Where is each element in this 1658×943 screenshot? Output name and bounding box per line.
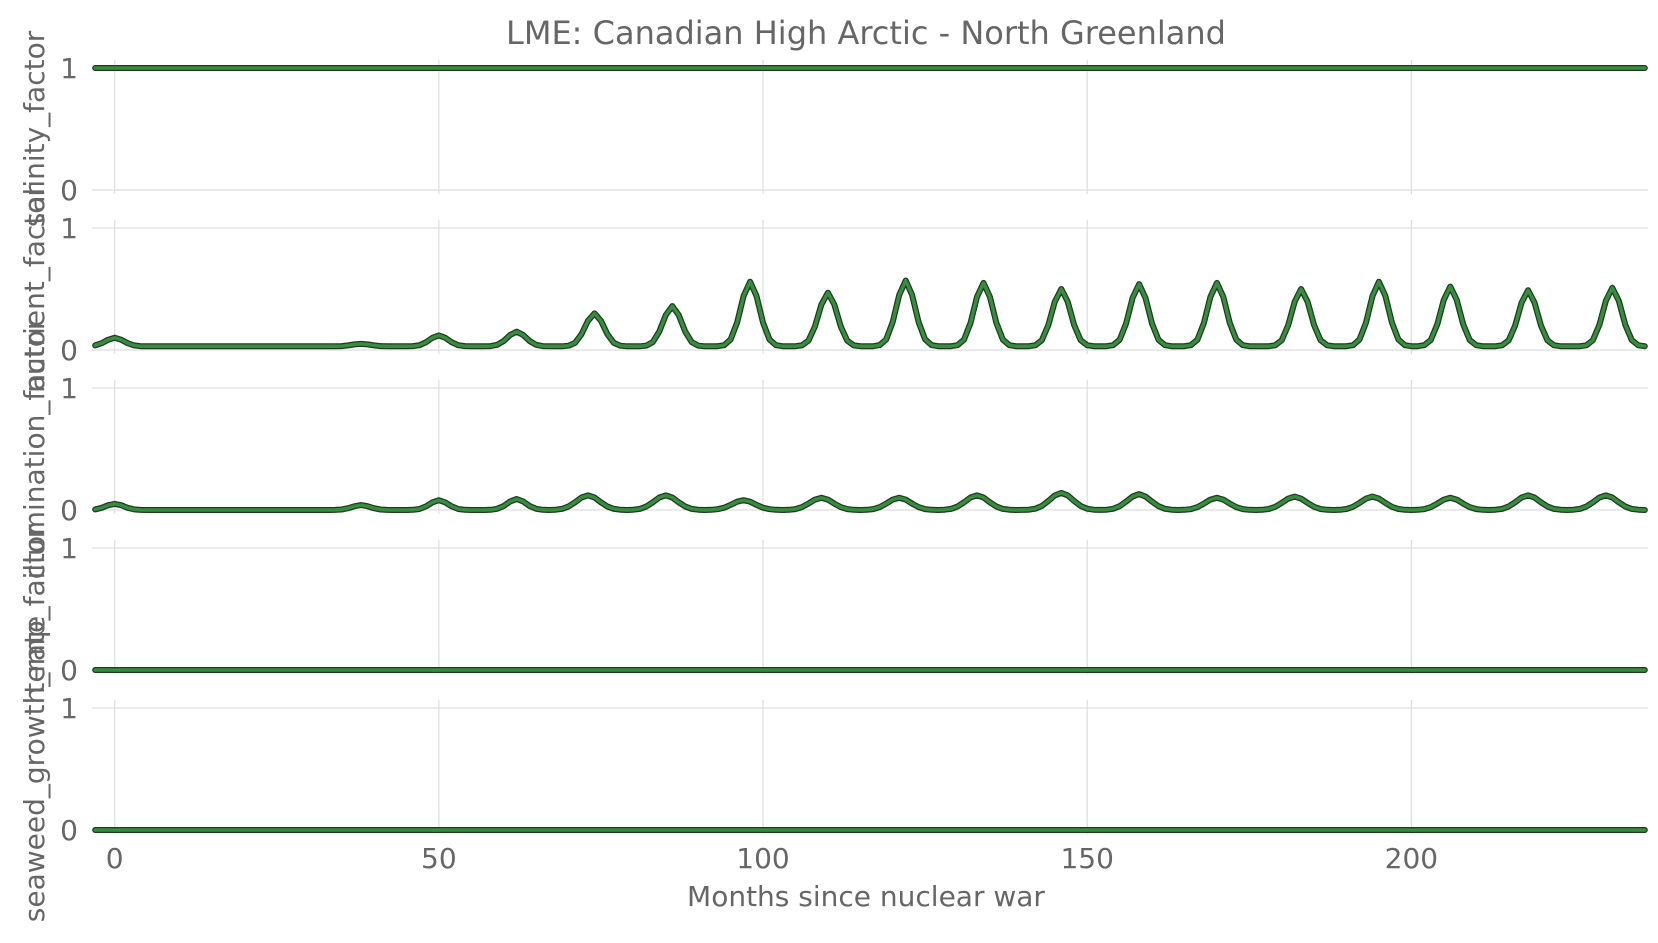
x-tick-label: 0 <box>106 842 124 875</box>
panel-nutrient_factor: 0 1 nutrient_factor <box>18 185 1648 393</box>
y-tick-label: 1 <box>60 212 78 245</box>
y-axis-label: nutrient_factor <box>18 185 51 393</box>
y-tick-label: 0 <box>60 814 78 847</box>
y-tick-label: 1 <box>60 372 78 405</box>
y-tick-label: 0 <box>60 334 78 367</box>
series-line-outline <box>92 489 1648 513</box>
y-tick-label: 0 <box>60 174 78 207</box>
y-tick-label: 1 <box>60 532 78 565</box>
y-axis-label: seaweed_growth_rate <box>18 616 51 922</box>
chart-panels: 0 50 100 150 20001salinity_factor01nutrient_… <box>18 30 1648 922</box>
series-line-outline <box>92 277 1648 350</box>
x-axis-label: Months since nuclear war <box>687 880 1045 913</box>
y-tick-label: 0 <box>60 654 78 687</box>
x-tick-label: 150 <box>1060 842 1113 875</box>
panel-illumination_factor: 0 1 illumination_factor <box>18 318 1648 579</box>
panel-temp_factor: 0 1 temp_factor <box>18 524 1648 694</box>
y-axis-label: illumination_factor <box>18 318 51 579</box>
series-line <box>93 278 1647 349</box>
panel-seaweed_growth_rate: 0 1 seaweed_growth_rate <box>18 616 1648 922</box>
series-line <box>93 491 1647 512</box>
y-tick-label: 0 <box>60 494 78 527</box>
y-axis-label: temp_factor <box>18 524 51 694</box>
x-tick-label: 200 <box>1385 842 1438 875</box>
x-tick-label: 50 <box>421 842 457 875</box>
panel-salinity_factor: 0 1 salinity_factor <box>18 30 1648 227</box>
y-tick-label: 1 <box>60 52 78 85</box>
x-tick-label: 100 <box>736 842 789 875</box>
y-axis-label: salinity_factor <box>18 30 51 227</box>
y-tick-label: 1 <box>60 692 78 725</box>
chart-title: LME: Canadian High Arctic - North Greenl… <box>506 14 1226 52</box>
